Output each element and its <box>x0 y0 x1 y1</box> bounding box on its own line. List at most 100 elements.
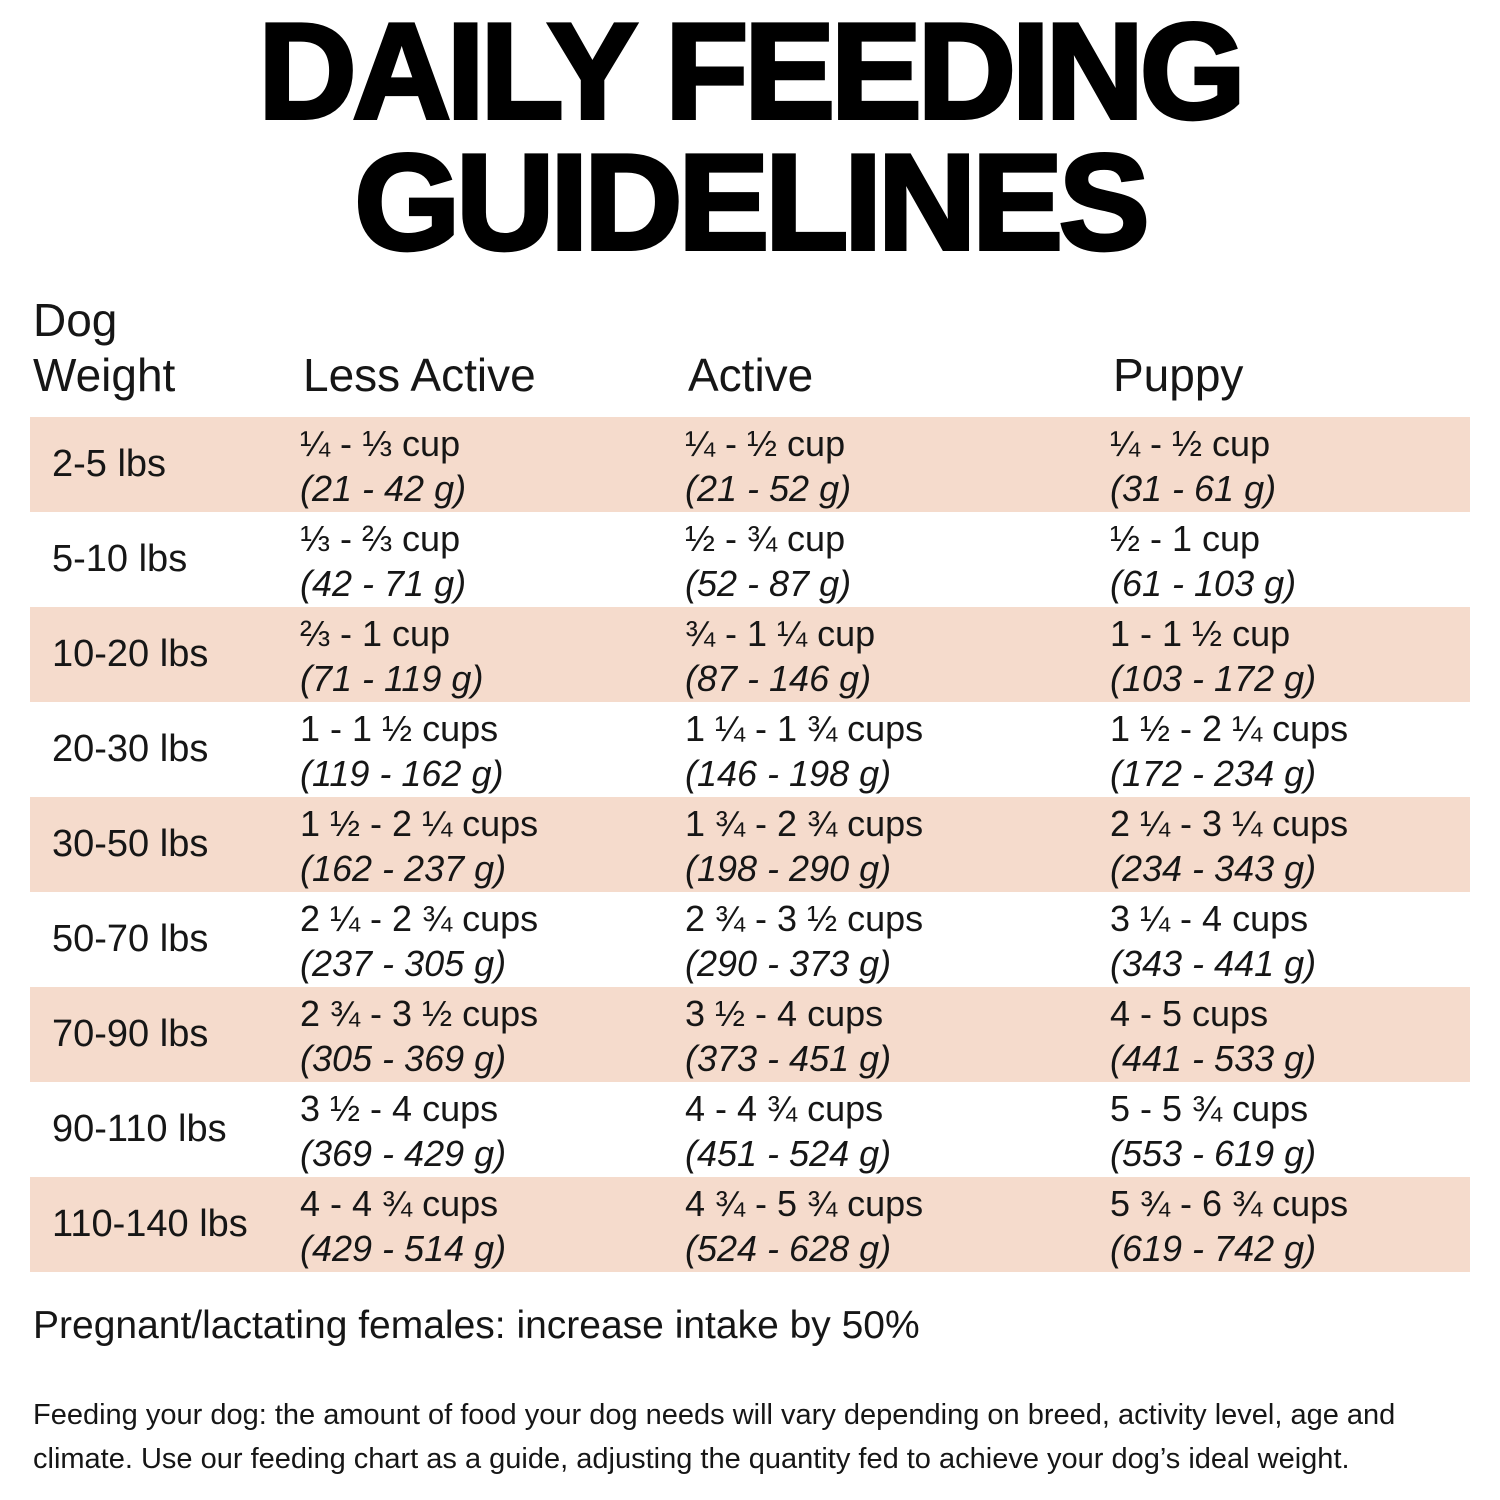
cell-puppy: ¼ - ½ cup (31 - 61 g) <box>1110 419 1470 512</box>
cups-value: 4 - 4 ¾ cups <box>685 1087 884 1129</box>
footnotes: Feeding your dog: the amount of food you… <box>33 1394 1466 1500</box>
grams-value: (103 - 172 g) <box>1110 657 1317 699</box>
cell-less-active: 3 ½ - 4 cups (369 - 429 g) <box>300 1084 685 1177</box>
table-row: 2-5 lbs ¼ - ⅓ cup (21 - 42 g) ¼ - ½ cup (2… <box>30 417 1470 513</box>
cups-value: 4 - 4 ¾ cups <box>300 1182 499 1224</box>
header-weight: Weight <box>33 349 176 402</box>
grams-value: (87 - 146 g) <box>685 657 872 699</box>
cell-less-active: 2 ¼ - 2 ¾ cups (237 - 305 g) <box>300 894 685 987</box>
cell-puppy: ½ - 1 cup (61 - 103 g) <box>1110 514 1470 607</box>
cups-value: 3 ½ - 4 cups <box>300 1087 499 1129</box>
cups-value: ¼ - ½ cup <box>1110 422 1271 464</box>
grams-value: (429 - 514 g) <box>300 1227 507 1269</box>
table-row: 30-50 lbs 1 ½ - 2 ¼ cups (162 - 237 g) 1 … <box>30 797 1470 893</box>
grams-value: (234 - 343 g) <box>1110 847 1317 889</box>
cups-value: 5 - 5 ¾ cups <box>1110 1087 1309 1129</box>
cell-puppy: 2 ¼ - 3 ¼ cups (234 - 343 g) <box>1110 799 1470 892</box>
table-row: 5-10 lbs ⅓ - ⅔ cup (42 - 71 g) ½ - ¾ cup(… <box>30 512 1470 607</box>
column-header-dog-weight: Dog Weight <box>33 293 303 403</box>
cups-value: ½ - 1 cup <box>1110 517 1261 559</box>
column-header-less-active: Less Active <box>303 349 536 402</box>
cell-puppy: 1 - 1 ½ cup (103 - 172 g) <box>1110 609 1470 702</box>
cups-value: 1 - 1 ½ cups <box>300 707 499 749</box>
cups-value: 1 ½ - 2 ¼ cups <box>300 802 539 844</box>
grams-value: (198 - 290 g) <box>685 847 892 889</box>
page-title-line1: DAILY FEEDING <box>256 0 1247 147</box>
feeding-note: Feeding your dog: the amount of food you… <box>33 1399 1396 1475</box>
grams-value: (524 - 628 g) <box>685 1227 892 1269</box>
row-weight-label: 110-140 lbs <box>52 1203 248 1246</box>
cell-less-active: 1 ½ - 2 ¼ cups (162 - 237 g) <box>300 799 685 892</box>
row-weight-label: 5-10 lbs <box>52 538 188 581</box>
feeding-table: Dog Weight Less Active Active Puppy 2-5 … <box>30 293 1470 1273</box>
cell-active: ¾ - 1 ¼ cup (87 - 146 g) <box>685 609 1110 702</box>
row-weight-label: 30-50 lbs <box>52 823 209 866</box>
grams-value: (61 - 103 g) <box>1110 562 1297 604</box>
cell-less-active: 2 ¾ - 3 ½ cups (305 - 369 g) <box>300 989 685 1082</box>
cell-active: ¼ - ½ cup (21 - 52 g) <box>685 419 1110 512</box>
grams-value: (373 - 451 g) <box>685 1037 892 1079</box>
cell-active: 4 - 4 ¾ cups (451 - 524 g) <box>685 1084 1110 1177</box>
cell-less-active: 4 - 4 ¾ cups (429 - 514 g) <box>300 1179 685 1272</box>
grams-value: (162 - 237 g) <box>300 847 507 889</box>
cups-value: ¼ - ⅓ cup <box>300 422 461 464</box>
row-weight-label: 10-20 lbs <box>52 633 209 676</box>
row-weight-label: 50-70 lbs <box>52 918 209 961</box>
cell-active: ½ - ¾ cup (52 - 87 g) <box>685 514 1110 607</box>
header-dog: Dog <box>33 294 118 347</box>
table-row: 50-70 lbs 2 ¼ - 2 ¾ cups (237 - 305 g) 2 … <box>30 892 1470 987</box>
grams-value: (237 - 305 g) <box>300 942 507 984</box>
column-header-puppy: Puppy <box>1113 349 1244 402</box>
page-title-line2: GUIDELINES <box>352 125 1151 278</box>
cups-value: 3 ¼ - 4 cups <box>1110 897 1309 939</box>
cups-value: 4 - 5 cups <box>1110 992 1269 1034</box>
cups-value: 5 ¾ - 6 ¾ cups <box>1110 1182 1349 1224</box>
cups-value: ¾ - 1 ¼ cup <box>685 612 876 654</box>
grams-value: (343 - 441 g) <box>1110 942 1317 984</box>
table-row: 110-140 lbs 4 - 4 ¾ cups (429 - 514 g) 4 … <box>30 1177 1470 1273</box>
cell-active: 1 ¾ - 2 ¾ cups (198 - 290 g) <box>685 799 1110 892</box>
grams-value: (553 - 619 g) <box>1110 1132 1317 1174</box>
cell-active: 2 ¾ - 3 ½ cups (290 - 373 g) <box>685 894 1110 987</box>
cell-less-active: 1 - 1 ½ cups (119 - 162 g) <box>300 704 685 797</box>
cell-less-active: ¼ - ⅓ cup (21 - 42 g) <box>300 419 685 512</box>
cell-puppy: 4 - 5 cups (441 - 533 g) <box>1110 989 1470 1082</box>
cups-value: 4 ¾ - 5 ¾ cups <box>685 1182 924 1224</box>
cell-puppy: 5 - 5 ¾ cups (553 - 619 g) <box>1110 1084 1470 1177</box>
cell-active: 3 ½ - 4 cups (373 - 451 g) <box>685 989 1110 1082</box>
cups-value: ⅔ - 1 cup <box>300 612 451 654</box>
grams-value: (290 - 373 g) <box>685 942 892 984</box>
grams-value: (52 - 87 g) <box>685 562 852 604</box>
grams-value: (31 - 61 g) <box>1110 467 1277 509</box>
cups-value: 3 ½ - 4 cups <box>685 992 884 1034</box>
cell-less-active: ⅓ - ⅔ cup (42 - 71 g) <box>300 514 685 607</box>
table-row: 10-20 lbs ⅔ - 1 cup (71 - 119 g) ¾ - 1 ¼ … <box>30 607 1470 703</box>
cups-value: 2 ¾ - 3 ½ cups <box>685 897 924 939</box>
cups-value: 1 - 1 ½ cup <box>1110 612 1291 654</box>
grams-value: (71 - 119 g) <box>300 657 484 699</box>
row-weight-label: 70-90 lbs <box>52 1013 209 1056</box>
cups-value: 1 ¼ - 1 ¾ cups <box>685 707 924 749</box>
cups-value: 1 ¾ - 2 ¾ cups <box>685 802 924 844</box>
grams-value: (619 - 742 g) <box>1110 1227 1317 1269</box>
grams-value: (369 - 429 g) <box>300 1132 507 1174</box>
grams-value: (451 - 524 g) <box>685 1132 892 1174</box>
cell-puppy: 1 ½ - 2 ¼ cups (172 - 234 g) <box>1110 704 1470 797</box>
cups-value: ⅓ - ⅔ cup <box>300 517 461 559</box>
cell-active: 4 ¾ - 5 ¾ cups (524 - 628 g) <box>685 1179 1110 1272</box>
cups-value: ½ - ¾ cup <box>685 517 846 559</box>
column-header-active: Active <box>688 349 814 402</box>
cell-active: 1 ¼ - 1 ¾ cups (146 - 198 g) <box>685 704 1110 797</box>
table-row: 70-90 lbs 2 ¾ - 3 ½ cups (305 - 369 g) 3 … <box>30 987 1470 1083</box>
grams-value: (21 - 52 g) <box>685 467 852 509</box>
grams-value: (119 - 162 g) <box>300 752 504 794</box>
row-weight-label: 20-30 lbs <box>52 728 209 771</box>
grams-value: (172 - 234 g) <box>1110 752 1317 794</box>
row-weight-label: 2-5 lbs <box>52 443 167 486</box>
cell-less-active: ⅔ - 1 cup (71 - 119 g) <box>300 609 685 702</box>
cups-value: 2 ¼ - 2 ¾ cups <box>300 897 539 939</box>
table-header-row: Dog Weight Less Active Active Puppy <box>30 293 1470 417</box>
cell-puppy: 3 ¼ - 4 cups (343 - 441 g) <box>1110 894 1470 987</box>
cell-puppy: 5 ¾ - 6 ¾ cups (619 - 742 g) <box>1110 1179 1470 1272</box>
